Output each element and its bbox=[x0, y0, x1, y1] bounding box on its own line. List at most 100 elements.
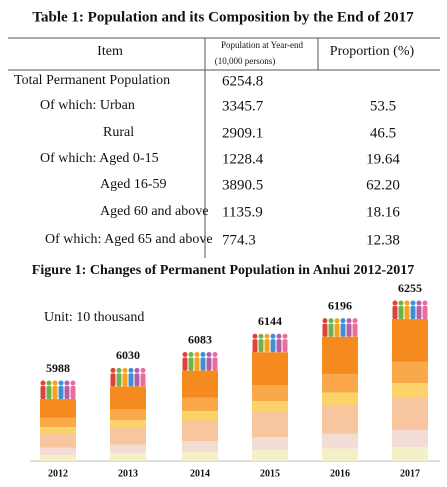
person-icon bbox=[128, 373, 134, 387]
table-title: Table 1: Population and its Composition … bbox=[32, 9, 414, 25]
person-icon bbox=[212, 357, 218, 371]
row-proportion: 18.16 bbox=[366, 204, 400, 220]
row-population: 1228.4 bbox=[222, 151, 264, 167]
person-icon bbox=[252, 333, 258, 339]
person-icon bbox=[422, 306, 428, 319]
row-population: 2909.1 bbox=[222, 125, 263, 141]
person-icon bbox=[322, 323, 328, 337]
person-icon bbox=[416, 300, 422, 306]
row-proportion: 12.38 bbox=[366, 232, 400, 248]
header-proportion: Proportion (%) bbox=[330, 44, 415, 59]
person-icon bbox=[392, 306, 398, 319]
table-body: Total Permanent Population 6254.8 Of which… bbox=[14, 73, 400, 248]
person-icon bbox=[282, 339, 288, 353]
person-icon bbox=[116, 373, 122, 387]
row-item: Of which: Aged 65 and above bbox=[45, 232, 213, 247]
row-item: Aged 16-59 bbox=[100, 177, 167, 192]
header-population: Population at Year-end bbox=[221, 40, 304, 50]
person-icon bbox=[422, 300, 428, 306]
person-icon bbox=[64, 386, 70, 399]
person-icon bbox=[276, 339, 282, 353]
row-proportion: 46.5 bbox=[370, 125, 396, 141]
person-icon bbox=[200, 357, 206, 371]
person-icon bbox=[188, 352, 194, 358]
person-icon bbox=[392, 300, 398, 306]
person-icon bbox=[410, 306, 416, 319]
person-icon bbox=[258, 339, 264, 353]
bars: 5988 2012 6030 2013 6083 2014 6144 2015 6196 2016… bbox=[40, 281, 428, 479]
person-icon bbox=[340, 318, 346, 324]
person-icon bbox=[58, 386, 64, 399]
person-icon bbox=[194, 357, 200, 371]
person-icon bbox=[270, 339, 276, 353]
person-icon bbox=[134, 373, 140, 387]
unit-note: Unit: 10 thousand bbox=[44, 310, 144, 325]
header-item: Item bbox=[97, 44, 123, 59]
person-icon bbox=[328, 318, 334, 324]
person-icon bbox=[346, 323, 352, 337]
person-icon bbox=[352, 318, 358, 324]
person-icon bbox=[404, 300, 410, 306]
person-icon bbox=[416, 306, 422, 319]
row-item: Of which: Urban bbox=[40, 98, 135, 113]
person-icon bbox=[40, 380, 46, 386]
person-icon bbox=[200, 352, 206, 358]
person-icon bbox=[398, 300, 404, 306]
person-icon bbox=[206, 357, 212, 371]
person-icon bbox=[212, 352, 218, 358]
person-icon bbox=[264, 333, 270, 339]
person-icon bbox=[264, 339, 270, 353]
header-unit: (10,000 persons) bbox=[215, 56, 276, 66]
person-icon bbox=[134, 367, 140, 373]
person-icon bbox=[334, 323, 340, 337]
row-population: 3345.7 bbox=[222, 98, 264, 114]
row-item: Total Permanent Population bbox=[14, 73, 170, 88]
person-icon bbox=[122, 373, 128, 387]
row-proportion: 19.64 bbox=[366, 151, 400, 167]
person-icon bbox=[404, 306, 410, 319]
person-icon bbox=[206, 352, 212, 358]
x-tick-label: 2013 bbox=[118, 468, 138, 479]
person-icon bbox=[182, 352, 188, 358]
person-icon bbox=[46, 380, 52, 386]
row-population: 774.3 bbox=[222, 232, 256, 248]
figure-title: Figure 1: Changes of Permanent Populatio… bbox=[32, 263, 414, 278]
person-icon bbox=[110, 373, 116, 387]
person-icon bbox=[182, 357, 188, 371]
person-icon bbox=[194, 352, 200, 358]
row-item: Aged 60 and above bbox=[100, 204, 208, 219]
person-icon bbox=[188, 357, 194, 371]
person-icon bbox=[128, 367, 134, 373]
person-icon bbox=[116, 367, 122, 373]
person-icon bbox=[52, 386, 58, 399]
person-icon bbox=[40, 386, 46, 399]
bar bbox=[322, 336, 358, 461]
row-population: 1135.9 bbox=[222, 204, 263, 220]
person-icon bbox=[140, 367, 146, 373]
bar bbox=[40, 399, 76, 461]
person-icon bbox=[346, 318, 352, 324]
person-icon bbox=[252, 339, 258, 353]
row-item: Of which: Aged 0-15 bbox=[40, 151, 159, 166]
row-item: Rural bbox=[103, 125, 134, 140]
person-icon bbox=[46, 386, 52, 399]
x-tick-label: 2014 bbox=[190, 468, 210, 479]
person-icon bbox=[398, 306, 404, 319]
bar bbox=[252, 352, 288, 461]
x-tick-label: 2012 bbox=[48, 468, 68, 479]
x-tick-label: 2017 bbox=[400, 468, 420, 479]
bar bbox=[110, 386, 146, 461]
person-icon bbox=[276, 333, 282, 339]
value-label: 5988 bbox=[46, 361, 70, 375]
person-icon bbox=[70, 380, 76, 386]
person-icon bbox=[122, 367, 128, 373]
person-icon bbox=[52, 380, 58, 386]
value-label: 6083 bbox=[188, 332, 212, 346]
value-label: 6196 bbox=[328, 298, 352, 312]
row-proportion: 53.5 bbox=[370, 98, 396, 114]
x-tick-label: 2015 bbox=[260, 468, 280, 479]
person-icon bbox=[64, 380, 70, 386]
person-icon bbox=[352, 323, 358, 337]
person-icon bbox=[328, 323, 334, 337]
